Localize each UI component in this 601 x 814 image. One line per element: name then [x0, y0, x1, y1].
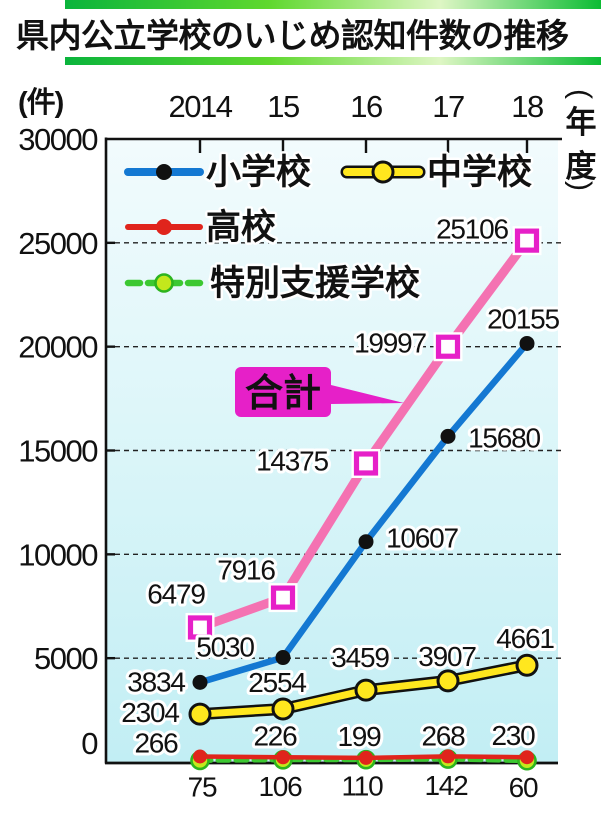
- marker-中学校-1: [271, 697, 295, 721]
- marker-中学校-3: [436, 669, 460, 693]
- x-tick-label-2014: 2014: [169, 89, 233, 124]
- marker-合計-4: [512, 226, 542, 256]
- x-axis-unit-label-1: 年: [566, 105, 597, 140]
- x-tick-label-18: 18: [511, 89, 543, 124]
- y-tick-label-25000: 25000: [18, 226, 98, 261]
- legend-label-高校: 高校: [206, 208, 276, 247]
- value-label-中学校-17: 3907: [418, 641, 476, 672]
- value-label-特別支援学校-2014: 75: [188, 771, 217, 802]
- value-label-小学校-15: 5030: [196, 632, 254, 663]
- y-tick-label-20000: 20000: [18, 330, 98, 365]
- marker-中学校-0: [188, 702, 212, 726]
- marker-合計-2: [353, 451, 379, 476]
- value-label-中学校-15: 2554: [248, 667, 306, 698]
- total-callout-pointer: [331, 385, 404, 404]
- marker-合計-2: [351, 448, 381, 478]
- value-label-高校-17: 268: [421, 720, 465, 751]
- value-label-小学校-16: 10607: [386, 523, 458, 554]
- value-label-小学校-17: 15680: [468, 422, 540, 453]
- value-label-中学校-2014: 2304: [121, 697, 179, 728]
- x-tick-label-16: 16: [350, 89, 382, 124]
- legend-label-中学校: 中学校: [427, 152, 532, 192]
- y-tick-label-15000: 15000: [18, 434, 98, 469]
- y-tick-label-30000: 30000: [18, 122, 98, 157]
- marker-高校-1: [276, 750, 290, 765]
- value-label-高校-15: 226: [253, 720, 297, 751]
- marker-小学校-4: [519, 335, 535, 351]
- marker-小学校-0: [192, 674, 208, 690]
- marker-合計-3: [435, 334, 461, 359]
- marker-合計-0: [185, 612, 215, 642]
- value-label-特別支援学校-18: 60: [509, 772, 538, 803]
- value-label-中学校-18: 4661: [496, 623, 554, 654]
- value-label-小学校-18: 20155: [487, 303, 559, 334]
- legend-label-小学校: 小学校: [206, 152, 311, 192]
- y-tick-label-5000: 5000: [34, 641, 98, 676]
- marker-中学校-2: [354, 678, 378, 702]
- marker-合計-0: [187, 615, 213, 640]
- value-label-高校-16: 199: [337, 721, 381, 752]
- value-label-中学校-16: 3459: [331, 642, 389, 673]
- legend-marker-高校: [156, 219, 172, 235]
- marker-高校-3: [441, 749, 455, 764]
- title-accent-bar-bottom: [65, 57, 601, 65]
- y-axis-unit-label: (件): [18, 86, 64, 119]
- chart-title: 県内公立学校のいじめ認知件数の推移: [16, 17, 569, 54]
- legend-marker-中学校: [371, 160, 395, 184]
- legend-marker-小学校: [156, 164, 172, 180]
- total-callout-label: 合計: [245, 373, 321, 415]
- value-label-合計-16: 14375: [256, 445, 328, 476]
- marker-小学校-1: [275, 650, 291, 666]
- marker-高校-2: [359, 750, 373, 765]
- marker-合計-3: [433, 332, 463, 362]
- total-callout-box: [235, 367, 331, 417]
- y-tick-label-0: 0: [81, 726, 98, 761]
- marker-中学校-4: [515, 653, 539, 677]
- value-label-特別支援学校-15: 106: [258, 771, 302, 802]
- marker-小学校-2: [358, 534, 374, 550]
- x-axis-unit-label-2: 度: [566, 149, 597, 184]
- value-label-合計-17: 19997: [354, 328, 426, 359]
- x-axis-unit-paren-open: (: [564, 89, 597, 99]
- value-label-特別支援学校-16: 110: [341, 771, 383, 802]
- marker-高校-4: [520, 750, 534, 765]
- y-tick-label-10000: 10000: [18, 537, 98, 572]
- legend-label-特別支援学校: 特別支援学校: [210, 263, 420, 303]
- marker-合計-4: [514, 228, 540, 253]
- marker-高校-0: [193, 749, 207, 764]
- value-label-合計-18: 25106: [436, 214, 508, 245]
- title-accent-bar-top: [65, 0, 601, 9]
- value-label-高校-2014: 266: [134, 727, 178, 758]
- value-label-小学校-2014: 3834: [127, 666, 185, 697]
- marker-合計-1: [268, 583, 298, 613]
- value-label-合計-2014: 6479: [147, 578, 205, 609]
- x-tick-label-15: 15: [267, 89, 299, 124]
- value-label-高校-18: 230: [491, 720, 535, 751]
- marker-合計-1: [270, 585, 296, 610]
- legend-marker-特別支援学校: [154, 273, 174, 293]
- x-tick-label-17: 17: [432, 89, 464, 124]
- marker-小学校-3: [440, 428, 456, 444]
- value-label-特別支援学校-17: 142: [424, 770, 468, 801]
- x-axis-unit-paren-close: ): [564, 181, 597, 191]
- value-label-合計-15: 7916: [217, 555, 275, 586]
